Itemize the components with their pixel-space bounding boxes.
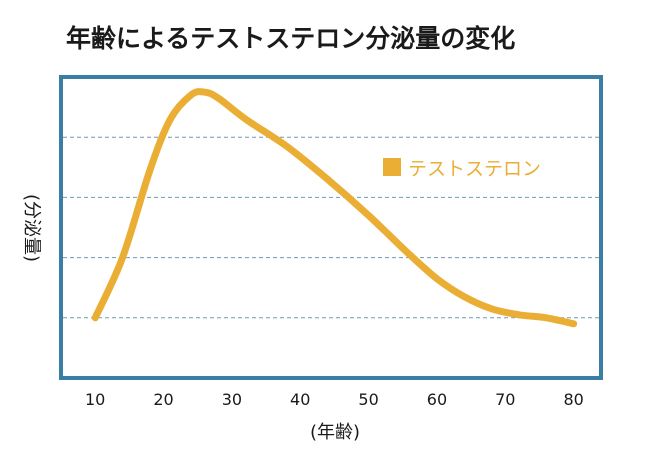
x-tick-label-70: 70 — [495, 390, 515, 409]
x-tick-label-50: 50 — [358, 390, 378, 409]
legend-swatch — [383, 158, 401, 176]
legend: テストステロン — [383, 158, 541, 180]
x-tick-labels: 10 20 30 40 50 60 70 80 — [85, 390, 584, 409]
grid-lines — [63, 136, 599, 319]
series-line-1 — [91, 88, 578, 328]
y-axis-label: (分泌量) — [21, 194, 42, 262]
x-tick-label-10: 10 — [85, 390, 105, 409]
chart-title: 年齢によるテストステロン分泌量の変化 — [66, 24, 515, 53]
x-tick-label-20: 20 — [153, 390, 173, 409]
x-tick-label-60: 60 — [427, 390, 447, 409]
plot-frame — [59, 75, 603, 380]
series-layer — [91, 88, 578, 328]
legend-label: テストステロン — [408, 158, 541, 180]
x-tick-label-30: 30 — [222, 390, 242, 409]
x-tick-label-40: 40 — [290, 390, 310, 409]
x-axis-label: (年齢) — [310, 422, 360, 443]
x-tick-label-80: 80 — [563, 390, 583, 409]
